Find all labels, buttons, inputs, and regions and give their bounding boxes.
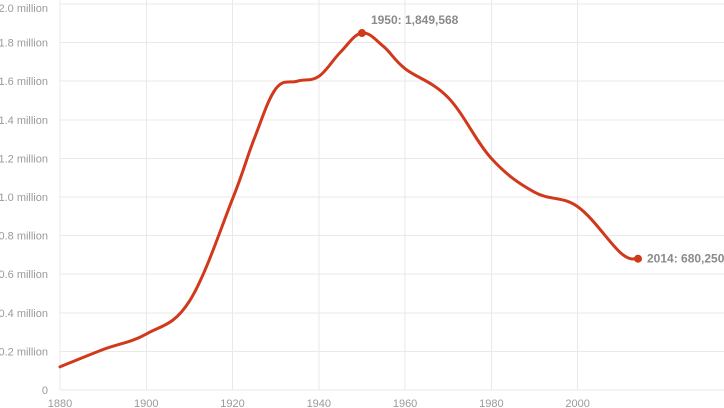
annotation-label: 1950: 1,849,568 — [371, 13, 459, 27]
y-tick-label: 1.2 million — [0, 153, 48, 165]
y-axis-tick-labels: 0 0.2 million 0.4 million 0.6 million 0.8 mi… — [0, 3, 48, 397]
series-layer — [58, 31, 640, 369]
annotation-layer: 1950: 1,849,568 2014: 680,250 — [357, 13, 724, 266]
gridlines — [59, 0, 724, 391]
x-tick-label: 1900 — [134, 398, 158, 408]
y-tick-label: 0 — [42, 385, 48, 397]
x-tick-label: 1920 — [220, 398, 244, 408]
x-tick-label: 2000 — [565, 398, 589, 408]
y-tick-label: 1.8 million — [0, 38, 48, 50]
y-tick-label: 1.0 million — [0, 192, 48, 204]
annotation-marker — [634, 254, 642, 263]
y-tick-label: 1.4 million — [0, 115, 48, 127]
y-tick-label: 1.6 million — [0, 76, 48, 88]
annotation-marker — [357, 29, 366, 38]
x-tick-label: 1880 — [48, 398, 72, 408]
y-tick-label: 0.8 million — [0, 231, 48, 243]
y-tick-label: 0.4 million — [0, 308, 48, 320]
x-axis-tick-labels: 1880 1900 1920 1940 1960 1980 2000 — [48, 398, 590, 408]
x-tick-label: 1940 — [307, 398, 331, 408]
annotation-label: 2014: 680,250 — [647, 252, 724, 266]
x-tick-label: 1980 — [479, 398, 503, 408]
series-line — [58, 31, 640, 369]
y-tick-label: 2.0 million — [0, 3, 48, 15]
x-tick-label: 1960 — [393, 398, 417, 408]
y-tick-label: 0.2 million — [0, 346, 48, 358]
y-tick-label: 0.6 million — [0, 269, 48, 281]
